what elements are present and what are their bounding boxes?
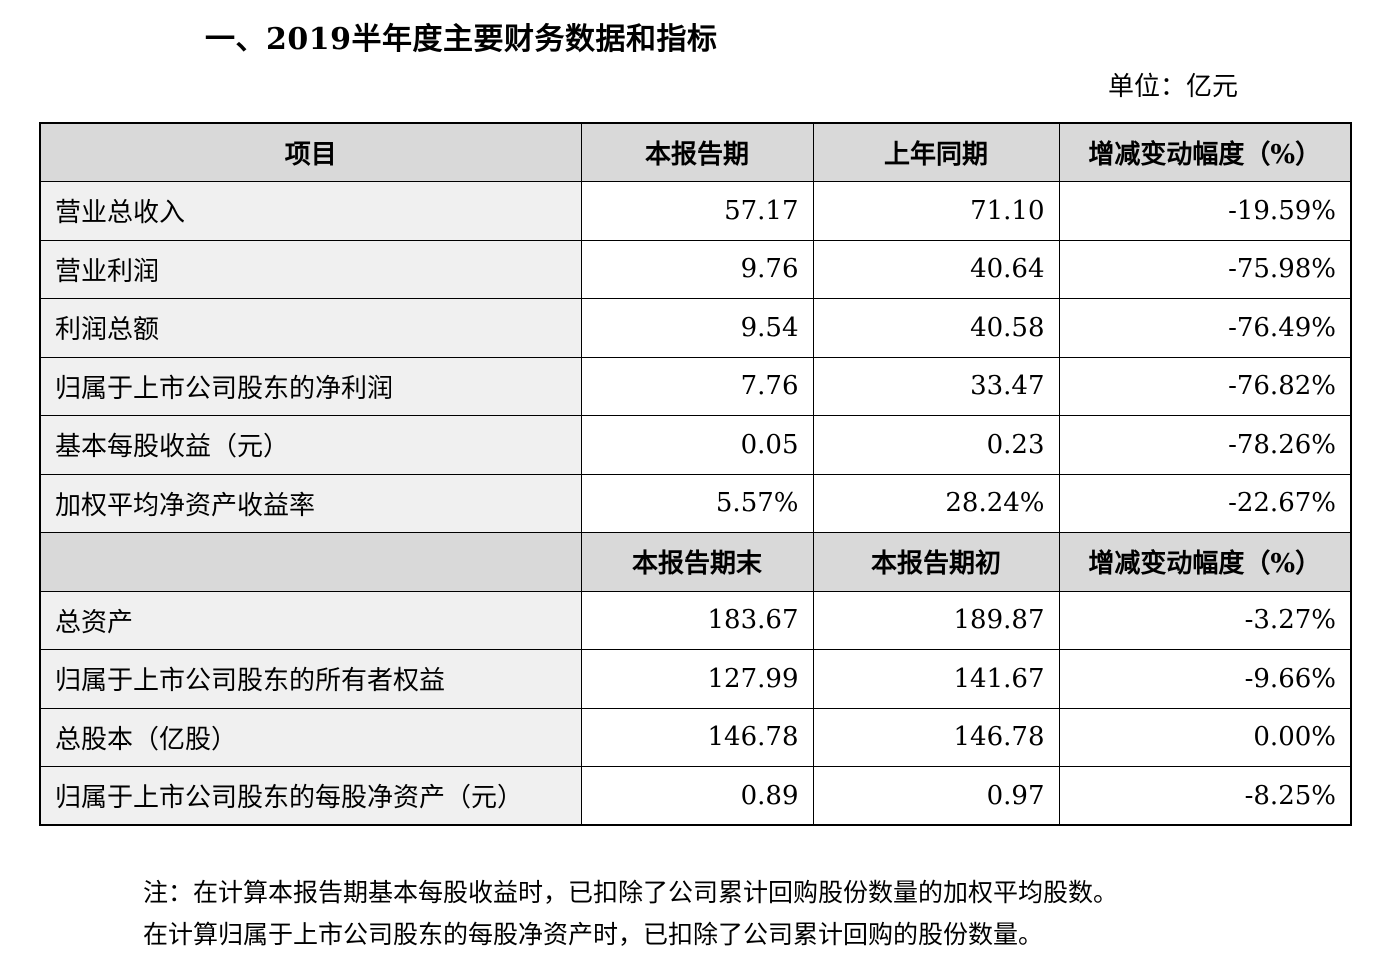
row-label: 营业总收入 bbox=[39, 181, 582, 241]
table-cell: -76.82% bbox=[1058, 356, 1352, 416]
row-label: 基本每股收益（元） bbox=[39, 415, 582, 475]
table-cell: -75.98% bbox=[1058, 239, 1352, 299]
table-cell: -76.49% bbox=[1058, 298, 1352, 358]
header-cell: 本报告期末 bbox=[580, 532, 814, 592]
table-cell: 71.10 bbox=[812, 181, 1060, 241]
page-title: 一、2019半年度主要财务数据和指标 bbox=[205, 22, 718, 57]
table-cell: 127.99 bbox=[580, 649, 814, 709]
table-cell: 189.87 bbox=[812, 590, 1060, 650]
table-row: 归属于上市公司股东的净利润 7.76 33.47 -76.82% bbox=[39, 356, 1352, 416]
table-cell: -19.59% bbox=[1058, 181, 1352, 241]
header-cell: 上年同期 bbox=[812, 122, 1060, 182]
table-row: 总资产 183.67 189.87 -3.27% bbox=[39, 590, 1352, 650]
header-cell: 项目 bbox=[39, 122, 582, 182]
table-cell: 146.78 bbox=[580, 707, 814, 767]
footnote-line: 注：在计算本报告期基本每股收益时，已扣除了公司累计回购股份数量的加权平均股数。 bbox=[143, 878, 1119, 907]
table-row: 营业利润 9.76 40.64 -75.98% bbox=[39, 239, 1352, 299]
table-cell: 40.64 bbox=[812, 239, 1060, 299]
table-cell: -22.67% bbox=[1058, 473, 1352, 533]
footnote-line: 在计算归属于上市公司股东的每股净资产时，已扣除了公司累计回购的股份数量。 bbox=[143, 920, 1044, 949]
table-row: 归属于上市公司股东的所有者权益 127.99 141.67 -9.66% bbox=[39, 649, 1352, 709]
row-label: 营业利润 bbox=[39, 239, 582, 299]
header-cell: 本报告期 bbox=[580, 122, 814, 182]
table-row: 利润总额 9.54 40.58 -76.49% bbox=[39, 298, 1352, 358]
table-cell: 33.47 bbox=[812, 356, 1060, 416]
table-cell: 0.89 bbox=[580, 766, 814, 826]
row-label: 总股本（亿股） bbox=[39, 707, 582, 767]
header-cell: 本报告期初 bbox=[812, 532, 1060, 592]
table-cell: 40.58 bbox=[812, 298, 1060, 358]
row-label: 归属于上市公司股东的所有者权益 bbox=[39, 649, 582, 709]
table-cell: 0.97 bbox=[812, 766, 1060, 826]
row-label: 归属于上市公司股东的净利润 bbox=[39, 356, 582, 416]
table-cell: -8.25% bbox=[1058, 766, 1352, 826]
table-cell: -9.66% bbox=[1058, 649, 1352, 709]
table-cell: 0.23 bbox=[812, 415, 1060, 475]
table-row: 总股本（亿股） 146.78 146.78 0.00% bbox=[39, 707, 1352, 767]
table-subheader-row: 本报告期末 本报告期初 增减变动幅度（%） bbox=[39, 532, 1352, 592]
table-cell: 141.67 bbox=[812, 649, 1060, 709]
table-cell: 9.54 bbox=[580, 298, 814, 358]
row-label: 利润总额 bbox=[39, 298, 582, 358]
table-cell: -3.27% bbox=[1058, 590, 1352, 650]
footnotes: 注：在计算本报告期基本每股收益时，已扣除了公司累计回购股份数量的加权平均股数。 … bbox=[143, 872, 1118, 956]
table-cell: 57.17 bbox=[580, 181, 814, 241]
table-row: 加权平均净资产收益率 5.57% 28.24% -22.67% bbox=[39, 473, 1352, 533]
unit-label: 单位：亿元 bbox=[1108, 72, 1239, 102]
row-label: 总资产 bbox=[39, 590, 582, 650]
table-header-row: 项目 本报告期 上年同期 增减变动幅度（%） bbox=[39, 122, 1352, 182]
row-label: 归属于上市公司股东的每股净资产（元） bbox=[39, 766, 582, 826]
table-cell: 5.57% bbox=[580, 473, 814, 533]
table-row: 营业总收入 57.17 71.10 -19.59% bbox=[39, 181, 1352, 241]
financial-data-table: 项目 本报告期 上年同期 增减变动幅度（%） 营业总收入 57.17 71.10… bbox=[39, 122, 1352, 826]
table-cell: 0.00% bbox=[1058, 707, 1352, 767]
table-cell: 7.76 bbox=[580, 356, 814, 416]
table-cell: 0.05 bbox=[580, 415, 814, 475]
table-cell: 146.78 bbox=[812, 707, 1060, 767]
header-cell: 增减变动幅度（%） bbox=[1058, 122, 1352, 182]
table-cell: 9.76 bbox=[580, 239, 814, 299]
table-row: 基本每股收益（元） 0.05 0.23 -78.26% bbox=[39, 415, 1352, 475]
table-cell: -78.26% bbox=[1058, 415, 1352, 475]
table-cell: 183.67 bbox=[580, 590, 814, 650]
header-cell: 增减变动幅度（%） bbox=[1058, 532, 1352, 592]
row-label: 加权平均净资产收益率 bbox=[39, 473, 582, 533]
table-cell: 28.24% bbox=[812, 473, 1060, 533]
table-row: 归属于上市公司股东的每股净资产（元） 0.89 0.97 -8.25% bbox=[39, 766, 1352, 826]
header-cell bbox=[39, 532, 582, 592]
